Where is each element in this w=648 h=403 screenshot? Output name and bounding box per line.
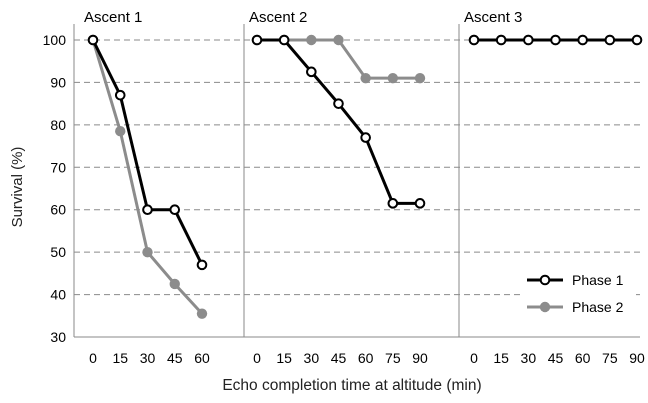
y-tick-label: 100 [43,32,67,48]
series-line-phase-1 [257,38,420,205]
data-point-phase-2 [142,246,153,258]
panel-title: Ascent 1 [84,9,142,26]
data-point-phase-1 [114,89,126,101]
data-point-phase-2 [169,278,180,290]
panel-ascent-1: Ascent 1 0 15 30 45 60 [84,9,245,366]
x-tick-label: 60 [575,350,591,366]
panel-ascent-2: Ascent 2 0 15 30 45 60 75 90 [249,9,460,366]
y-tick-label: 70 [50,159,66,175]
data-point-phase-2 [306,34,317,46]
x-tick-label: 45 [331,350,347,366]
x-tick-label: 75 [385,350,401,366]
legend-label-phase-2: Phase 2 [572,299,624,315]
x-tick-label: 60 [194,350,210,366]
x-tick-label: 30 [521,350,537,366]
x-tick-label: 90 [629,350,645,366]
x-tick-label: 30 [140,350,156,366]
y-axis-label: Survival (%) [9,147,26,228]
data-point-phase-1 [468,34,480,46]
legend: Phase 1 Phase 2 [520,268,636,322]
data-point-phase-1 [196,259,208,271]
data-point-phase-1 [251,34,263,46]
legend-label-phase-1: Phase 1 [572,272,624,288]
y-tick-labels: 30 40 50 60 70 80 90 100 [43,32,67,345]
x-tick-label: 0 [89,350,97,366]
panel-title: Ascent 3 [464,9,522,26]
data-point-phase-1 [387,198,399,209]
x-tick-label: 45 [167,350,183,366]
data-point-phase-2 [196,308,208,319]
gridlines [74,39,640,296]
data-point-phase-1 [495,34,507,46]
x-tick-label: 0 [470,350,478,366]
data-point-phase-1 [577,34,588,46]
y-tick-label: 60 [50,202,66,218]
x-tick-label: 15 [493,350,509,366]
data-point-phase-1 [278,34,290,46]
legend-marker-phase-1 [539,274,551,286]
x-tick-label: 90 [412,350,428,366]
y-tick-label: 80 [50,117,66,133]
axes [73,24,640,338]
data-point-phase-1 [306,66,317,78]
data-point-phase-2 [333,34,344,46]
data-point-phase-2 [360,72,371,84]
legend-entry-phase-1: Phase 1 [527,272,624,288]
panel-ascent-3: Ascent 3 0 15 30 45 60 75 90 [464,9,645,366]
data-point-phase-2 [115,126,126,137]
x-axis-label: Echo completion time at altitude (min) [222,377,481,394]
x-tick-label: 15 [276,350,292,366]
y-tick-label: 40 [50,287,66,303]
x-tick-label: 15 [112,350,128,366]
data-point-phase-1 [87,34,99,46]
legend-entry-phase-2: Phase 2 [527,299,624,315]
data-point-phase-1 [169,204,181,216]
x-tick-label: 0 [253,350,261,366]
legend-marker-phase-2 [539,301,551,313]
x-tick-label: 45 [548,350,564,366]
y-tick-label: 90 [50,74,66,90]
panel-title: Ascent 2 [249,9,307,26]
data-point-phase-1 [631,34,643,46]
data-point-phase-1 [414,198,426,209]
data-point-phase-1 [142,204,153,216]
data-point-phase-1 [360,132,371,143]
legend-background [520,268,636,322]
x-tick-label: 75 [602,350,618,366]
y-tick-label: 30 [50,329,66,345]
data-point-phase-1 [333,98,344,109]
data-point-phase-1 [604,34,616,46]
series-line-phase-2 [91,39,204,315]
series-line-phase-2 [257,38,420,80]
series-line-phase-1 [91,39,204,266]
x-tick-label: 30 [304,350,320,366]
data-point-phase-2 [387,72,399,84]
y-tick-label: 50 [50,244,66,260]
x-tick-label: 60 [358,350,374,366]
data-point-phase-2 [414,72,426,84]
data-point-phase-1 [550,34,561,46]
data-point-phase-1 [523,34,534,46]
